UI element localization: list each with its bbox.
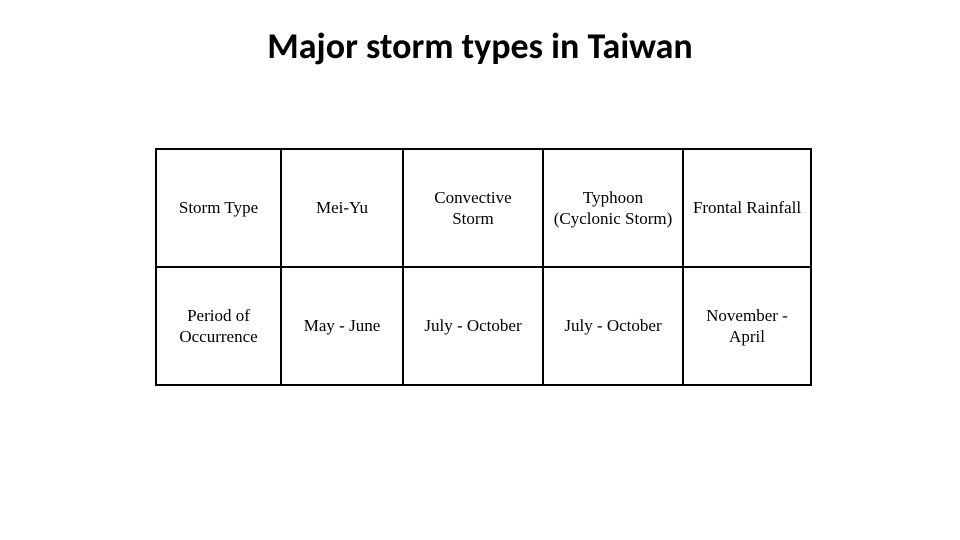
table-cell: May - June (281, 267, 403, 385)
table-cell: July - October (403, 267, 543, 385)
table-cell: November - April (683, 267, 811, 385)
table-cell: Convective Storm (403, 149, 543, 267)
table-row: Period of Occurrence May - June July - O… (156, 267, 811, 385)
table-cell: Period of Occurrence (156, 267, 281, 385)
table-cell: Mei-Yu (281, 149, 403, 267)
table-row: Storm Type Mei-Yu Convective Storm Typho… (156, 149, 811, 267)
table-cell: Frontal Rainfall (683, 149, 811, 267)
table-cell: Storm Type (156, 149, 281, 267)
page-title: Major storm types in Taiwan (0, 24, 960, 68)
storm-types-table: Storm Type Mei-Yu Convective Storm Typho… (155, 148, 812, 386)
table-cell: July - October (543, 267, 683, 385)
table-cell: Typhoon (Cyclonic Storm) (543, 149, 683, 267)
